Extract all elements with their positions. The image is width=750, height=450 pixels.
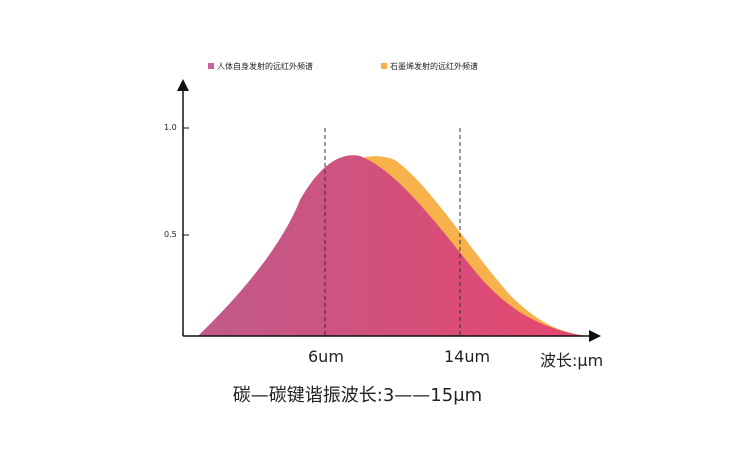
chart-note: 碳—碳键谐振波长:3——15μm <box>232 385 483 406</box>
x-axis-label: 波长:μm <box>540 351 604 370</box>
legend-item-body: 人体自身发射的远红外频谱 <box>208 59 313 73</box>
y-tick-label-0.5: 0.5 <box>164 230 177 239</box>
series-body-area <box>198 155 585 336</box>
legend-swatch-body <box>208 63 214 69</box>
y-tick-label-1: 1.0 <box>164 123 177 132</box>
legend-label-body: 人体自身发射的远红外频谱 <box>217 61 313 71</box>
x-tick-label-14um: 14um <box>444 347 491 366</box>
legend-swatch-graphene <box>381 63 387 69</box>
x-tick-label-6um: 6um <box>308 347 344 366</box>
legend-label-graphene: 石墨烯发射的远红外频谱 <box>390 61 478 71</box>
legend-item-graphene: 石墨烯发射的远红外频谱 <box>381 59 478 73</box>
